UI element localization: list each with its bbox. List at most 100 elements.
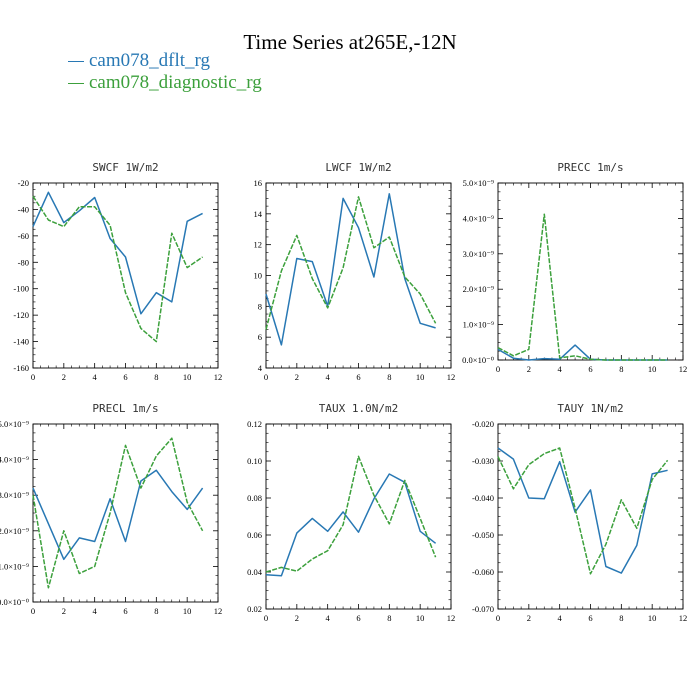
panel-1: SWCF 1W/m2 0 2 4 6 8 10 12 -160 -140 -120 -100 -80 -6… <box>13 161 222 382</box>
x-tick-label: 10 <box>416 372 425 382</box>
plot-frame <box>32 182 219 369</box>
y-tick-label: 0.02 <box>247 604 262 614</box>
x-tick-label: 0 <box>496 364 500 374</box>
x-tick-label: 10 <box>183 372 192 382</box>
y-tick-label: 0.0×10⁻⁰ <box>462 355 494 365</box>
x-tick-label: 12 <box>214 606 223 616</box>
series-line-diagnostic <box>265 455 437 573</box>
panel-5: TAUX 1.0N/m2 0 2 4 6 8 10 12 0.02 0.04 0.06 0.08 0.1… <box>247 402 455 623</box>
y-tick-label: -160 <box>13 363 29 373</box>
legend-entry-dflt: cam078_dflt_rg <box>68 50 210 72</box>
y-tick-label: 1.0×10⁻⁹ <box>0 561 29 571</box>
x-tick-label: 10 <box>648 364 657 374</box>
series-line-dflt <box>265 473 437 577</box>
x-tick-label: 4 <box>326 613 331 623</box>
x-tick-label: 12 <box>447 613 456 623</box>
y-tick-label: -60 <box>18 231 29 241</box>
x-tick-label: 0 <box>31 606 35 616</box>
series-line-dflt <box>265 193 436 346</box>
y-tick-label: 2.0×10⁻⁹ <box>463 284 494 294</box>
y-tick-label: 0.10 <box>247 456 262 466</box>
x-tick-label: 2 <box>295 613 299 623</box>
y-tick-label: 5.0×10⁻⁹ <box>0 419 29 429</box>
legend-swatch <box>68 83 84 85</box>
x-tick-label: 2 <box>62 606 66 616</box>
x-tick-label: 2 <box>527 613 531 623</box>
y-tick-label: -80 <box>18 257 29 267</box>
y-tick-label: 16 <box>254 178 263 188</box>
plot-frame <box>497 423 684 610</box>
x-tick-label: 4 <box>93 606 98 616</box>
y-tick-label: -40 <box>18 204 29 214</box>
x-tick-label: 6 <box>123 372 127 382</box>
y-tick-label: 10 <box>254 271 263 281</box>
legend-entry-diagnostic: cam078_diagnostic_rg <box>68 72 262 94</box>
panel-6: TAUY 1N/m2 0 2 4 6 8 10 12 -0.070 -0.060 -0.050 -0.… <box>472 402 687 623</box>
y-tick-label: -100 <box>13 284 29 294</box>
y-tick-label: -0.020 <box>472 419 494 429</box>
series-line-diagnostic <box>32 195 204 343</box>
x-tick-label: 12 <box>679 613 688 623</box>
legend-label: cam078_dflt_rg <box>89 50 211 71</box>
x-tick-label: 4 <box>326 372 331 382</box>
y-tick-label: 8 <box>258 301 262 311</box>
x-tick-label: 6 <box>588 613 592 623</box>
series-line-dflt <box>497 447 668 574</box>
x-tick-label: 2 <box>527 364 531 374</box>
panel-title: TAUX 1.0N/m2 <box>319 402 398 415</box>
y-tick-label: -20 <box>18 178 29 188</box>
y-tick-label: -0.070 <box>472 604 494 614</box>
y-tick-label: 3.0×10⁻⁹ <box>463 249 494 259</box>
series-line-diagnostic <box>497 213 668 361</box>
y-tick-label: -0.060 <box>472 567 494 577</box>
x-tick-label: 12 <box>679 364 688 374</box>
y-tick-label: 5.0×10⁻⁹ <box>463 178 494 188</box>
x-tick-label: 0 <box>264 372 268 382</box>
x-tick-label: 4 <box>558 364 563 374</box>
y-tick-label: 2.0×10⁻⁹ <box>0 526 29 536</box>
x-tick-label: 8 <box>154 372 158 382</box>
series-line-diagnostic <box>32 437 204 589</box>
y-tick-label: 14 <box>254 209 263 219</box>
y-tick-label: 0.12 <box>247 419 262 429</box>
panel-3: PRECC 1m/s 0 2 4 6 8 10 12 0.0×10⁻⁰ 1.0×10⁻⁹ 2.0×1… <box>462 161 687 374</box>
y-tick-label: 4.0×10⁻⁹ <box>0 455 29 465</box>
x-tick-label: 0 <box>31 372 35 382</box>
x-tick-label: 12 <box>447 372 456 382</box>
x-tick-label: 8 <box>387 372 391 382</box>
x-tick-label: 2 <box>62 372 66 382</box>
legend-label: cam078_diagnostic_rg <box>89 72 262 93</box>
y-tick-label: 4 <box>258 363 263 373</box>
x-tick-label: 4 <box>93 372 98 382</box>
y-tick-label: 0.06 <box>247 530 262 540</box>
y-tick-label: -0.050 <box>472 530 494 540</box>
x-tick-label: 0 <box>264 613 268 623</box>
legend-swatch <box>68 61 84 63</box>
x-tick-label: 10 <box>648 613 657 623</box>
y-tick-label: -140 <box>13 337 29 347</box>
x-tick-label: 8 <box>619 364 623 374</box>
y-tick-label: 12 <box>254 240 263 250</box>
series-line-diagnostic <box>265 196 437 330</box>
x-tick-label: 0 <box>496 613 500 623</box>
y-tick-label: -0.030 <box>472 456 494 466</box>
panel-title: PRECC 1m/s <box>557 161 623 174</box>
x-tick-label: 10 <box>183 606 192 616</box>
panel-title: TAUY 1N/m2 <box>557 402 623 415</box>
page-title: Time Series at265E,-12N <box>243 30 457 54</box>
y-tick-label: 0.08 <box>247 493 262 503</box>
plot-frame <box>32 423 219 603</box>
panel-2: LWCF 1W/m2 0 2 4 6 8 10 12 4 6 8 10 12 14 16 <box>254 161 456 382</box>
panel-title: SWCF 1W/m2 <box>92 161 158 174</box>
y-tick-label: 6 <box>258 332 262 342</box>
x-tick-label: 2 <box>295 372 299 382</box>
y-tick-label: 4.0×10⁻⁹ <box>463 213 494 223</box>
panel-title: LWCF 1W/m2 <box>325 161 391 174</box>
y-tick-label: 3.0×10⁻⁹ <box>0 490 29 500</box>
y-tick-label: -0.040 <box>472 493 494 503</box>
series-line-diagnostic <box>497 447 669 575</box>
y-tick-label: 1.0×10⁻⁹ <box>463 320 494 330</box>
x-tick-label: 12 <box>214 372 223 382</box>
series-line-dflt <box>32 191 203 315</box>
